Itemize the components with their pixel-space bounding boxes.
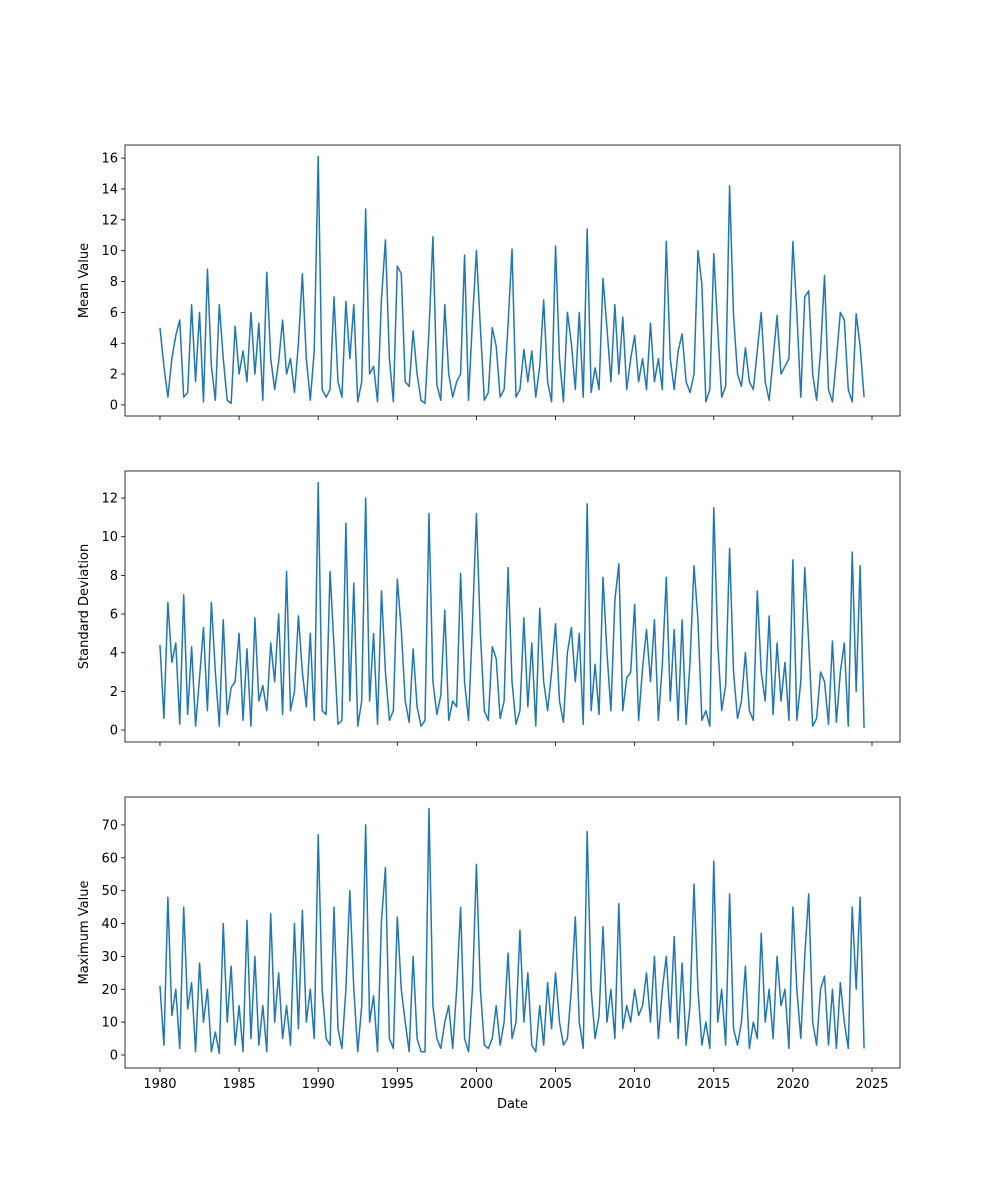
x-tick-label: 2015 [697, 1077, 730, 1092]
y-tick-label: 12 [101, 213, 118, 228]
y-tick-label: 6 [110, 608, 118, 623]
y-tick-label: 4 [110, 646, 118, 661]
y-tick-label: 30 [101, 950, 118, 965]
y-tick-label: 40 [101, 917, 118, 932]
x-tick-label: 2020 [776, 1077, 809, 1092]
y-tick-label: 0 [110, 398, 118, 413]
y-tick-label: 4 [110, 337, 118, 352]
y-tick-label: 14 [101, 182, 118, 197]
y-tick-label: 0 [110, 724, 118, 739]
axes-frame [124, 144, 901, 417]
x-tick-label: 1980 [143, 1077, 176, 1092]
y-tick-label: 0 [110, 1048, 118, 1063]
x-tick-label: 2005 [539, 1077, 572, 1092]
y-tick-label: 16 [101, 152, 118, 167]
x-tick-label: 2000 [460, 1077, 493, 1092]
y-axis-label: Maximum Value [77, 881, 92, 985]
x-tick-label: 1995 [381, 1077, 414, 1092]
y-tick-label: 50 [101, 884, 118, 899]
y-tick-label: 8 [110, 275, 118, 290]
x-tick-label: 1985 [223, 1077, 256, 1092]
data-line [159, 155, 865, 405]
axes-frame [124, 796, 901, 1069]
y-axis-label: Mean Value [77, 243, 92, 318]
axes-frame [124, 470, 901, 743]
y-tick-label: 6 [110, 306, 118, 321]
y-tick-label: 12 [101, 492, 118, 507]
x-tick-label: 1990 [302, 1077, 335, 1092]
y-tick-label: 70 [101, 818, 118, 833]
y-tick-label: 20 [101, 983, 118, 998]
y-tick-label: 10 [101, 530, 118, 545]
y-tick-label: 2 [110, 685, 118, 700]
data-line [159, 807, 865, 1055]
y-tick-label: 10 [101, 1016, 118, 1031]
data-line [159, 481, 865, 729]
y-tick-label: 60 [101, 851, 118, 866]
x-axis-label: Date [497, 1097, 528, 1112]
y-tick-label: 10 [101, 244, 118, 259]
x-tick-label: 2025 [855, 1077, 888, 1092]
y-axis-label: Standard Deviation [77, 544, 92, 669]
y-tick-label: 2 [110, 368, 118, 383]
x-tick-label: 2010 [618, 1077, 651, 1092]
y-tick-label: 8 [110, 569, 118, 584]
